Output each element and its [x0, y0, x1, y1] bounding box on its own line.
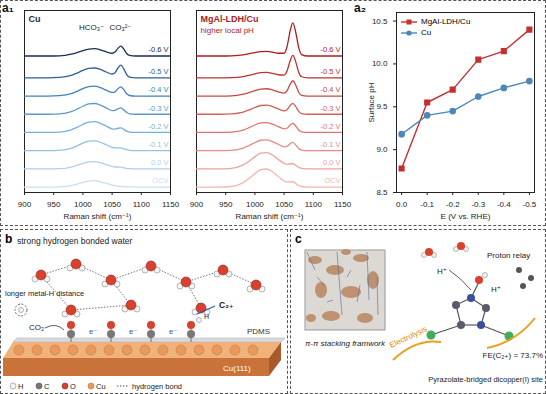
svg-text:900: 900	[18, 200, 32, 209]
svg-text:e⁻: e⁻	[129, 327, 137, 336]
svg-text:E (V vs. RHE): E (V vs. RHE)	[441, 212, 491, 221]
svg-text:-0.6 V: -0.6 V	[320, 45, 340, 54]
svg-text:CO₃²⁻: CO₃²⁻	[109, 23, 131, 32]
svg-text:1050: 1050	[103, 200, 121, 209]
svg-text:c: c	[295, 232, 302, 246]
svg-text:C₂₊: C₂₊	[219, 300, 233, 310]
svg-text:Cu(111): Cu(111)	[223, 364, 251, 373]
svg-text:-0.4 V: -0.4 V	[148, 85, 168, 94]
svg-text:Raman shift (cm⁻¹): Raman shift (cm⁻¹)	[64, 212, 132, 221]
svg-text:1000: 1000	[74, 200, 92, 209]
svg-text:Raman shift (cm⁻¹): Raman shift (cm⁻¹)	[236, 212, 304, 221]
svg-text:8.5: 8.5	[376, 188, 388, 197]
svg-text:-0.2 V: -0.2 V	[320, 122, 340, 131]
svg-text:e⁻: e⁻	[89, 327, 97, 336]
svg-text:0.0: 0.0	[396, 200, 408, 209]
html-text:a₁: a₁	[2, 1, 14, 15]
svg-text:OCV: OCV	[324, 176, 340, 185]
svg-text:higher local pH: higher local pH	[201, 26, 255, 35]
svg-text:9.5: 9.5	[376, 102, 388, 111]
svg-text:950: 950	[219, 200, 233, 209]
svg-text:CO₂: CO₂	[29, 323, 44, 332]
svg-text:-0.1 V: -0.1 V	[320, 140, 340, 149]
svg-text:-0.5 V: -0.5 V	[320, 67, 340, 76]
html-text:a₂: a₂	[354, 1, 366, 15]
svg-text:Surface pH: Surface pH	[367, 82, 376, 122]
svg-text:FE(C₂₊) = 73.7%: FE(C₂₊) = 73.7%	[483, 351, 543, 360]
svg-text:-0.3 V: -0.3 V	[320, 104, 340, 113]
svg-text:Pyrazolate-bridged dicopper(I): Pyrazolate-bridged dicopper(I) site	[428, 375, 543, 384]
svg-text:Cu: Cu	[29, 14, 41, 24]
svg-text:Proton relay: Proton relay	[487, 251, 530, 260]
svg-text:PDMS: PDMS	[247, 327, 270, 336]
svg-text:1150: 1150	[162, 200, 180, 209]
svg-text:-0.1 V: -0.1 V	[148, 140, 168, 149]
svg-text:-0.3 V: -0.3 V	[148, 104, 168, 113]
svg-text:C: C	[44, 382, 50, 391]
svg-text:-0.2 V: -0.2 V	[148, 122, 168, 131]
svg-text:Electrolysis: Electrolysis	[388, 325, 428, 350]
svg-text:strong hydrogen bonded water: strong hydrogen bonded water	[17, 236, 132, 246]
html-text:MgAl-LDH/Cu: MgAl-LDH/Cu	[421, 17, 471, 26]
svg-text:-0.4 V: -0.4 V	[320, 85, 340, 94]
svg-text:1000: 1000	[246, 200, 264, 209]
svg-text:H⁺: H⁺	[437, 267, 447, 276]
svg-text:-0.3: -0.3	[471, 200, 485, 209]
svg-text:950: 950	[47, 200, 61, 209]
svg-text:e⁻: e⁻	[169, 327, 177, 336]
svg-text:-0.1: -0.1	[420, 200, 434, 209]
svg-text:hydrogen bond: hydrogen bond	[132, 382, 182, 391]
svg-text:π-π stacking framwork: π-π stacking framwork	[305, 339, 386, 348]
svg-text:H: H	[204, 313, 209, 320]
svg-text:-0.5: -0.5	[522, 200, 536, 209]
svg-text:1050: 1050	[275, 200, 293, 209]
svg-text:10.5: 10.5	[372, 17, 388, 26]
svg-text:1100: 1100	[305, 200, 323, 209]
svg-text:0.0 V: 0.0 V	[151, 158, 169, 167]
svg-text:9.0: 9.0	[376, 145, 388, 154]
svg-text:O: O	[70, 382, 76, 391]
svg-text:900: 900	[190, 200, 204, 209]
svg-text:10.0: 10.0	[372, 59, 388, 68]
svg-text:HCO₃⁻: HCO₃⁻	[79, 23, 104, 32]
svg-text:b: b	[5, 232, 12, 246]
svg-text:-0.2: -0.2	[446, 200, 460, 209]
svg-text:H: H	[18, 382, 23, 391]
html-text:Cu: Cu	[421, 28, 432, 37]
svg-text:H⁺: H⁺	[491, 285, 501, 294]
svg-text:0.0 V: 0.0 V	[323, 158, 341, 167]
svg-text:longer metal-H distance: longer metal-H distance	[5, 289, 84, 298]
svg-text:-0.6 V: -0.6 V	[148, 45, 168, 54]
svg-text:-0.5 V: -0.5 V	[148, 67, 168, 76]
svg-text:Cu: Cu	[96, 382, 106, 391]
svg-text:1100: 1100	[133, 200, 151, 209]
svg-text:1150: 1150	[334, 200, 352, 209]
svg-text:-0.4: -0.4	[497, 200, 511, 209]
svg-text:OCV: OCV	[152, 176, 168, 185]
svg-text:MgAl-LDH/Cu: MgAl-LDH/Cu	[201, 14, 259, 24]
